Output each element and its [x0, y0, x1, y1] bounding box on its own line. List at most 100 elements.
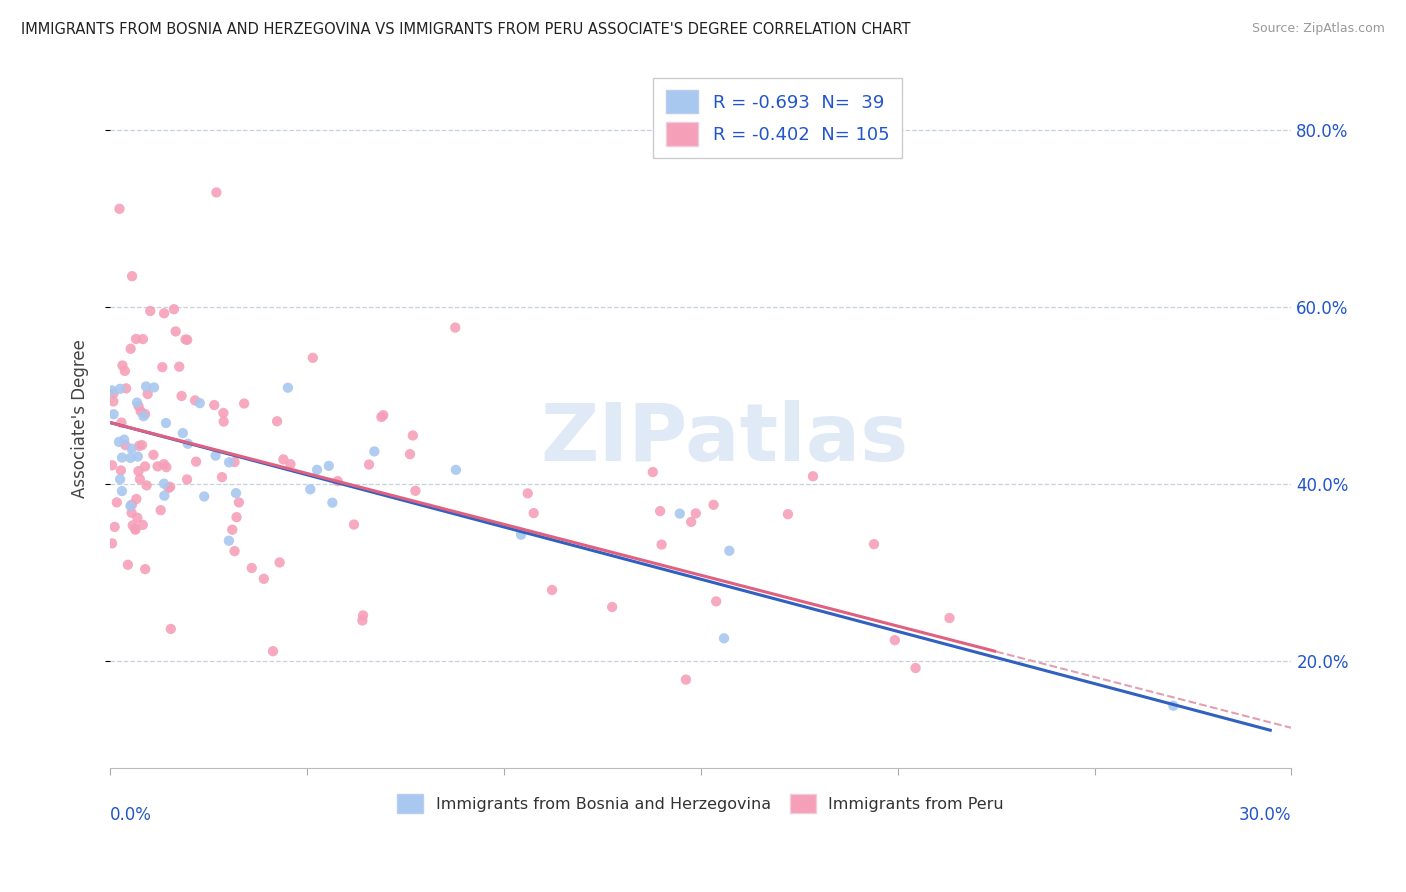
Point: [801, 469, 824, 483]
Point: [648, 504, 671, 518]
Point: [128, 439, 150, 453]
Point: [266, 414, 288, 428]
Point: [305, 463, 328, 477]
Point: [111, 359, 134, 373]
Point: [159, 622, 181, 636]
Point: [277, 381, 299, 395]
Point: [121, 442, 143, 456]
Point: [204, 449, 226, 463]
Point: [111, 484, 134, 499]
Point: [121, 518, 143, 533]
Point: [299, 483, 322, 497]
Point: [153, 489, 176, 503]
Point: [112, 433, 135, 447]
Point: [681, 515, 703, 529]
Point: [105, 495, 128, 509]
Point: [541, 582, 564, 597]
Point: [651, 538, 673, 552]
Point: [124, 522, 146, 536]
Point: [149, 503, 172, 517]
Point: [516, 486, 538, 500]
Point: [211, 470, 233, 484]
Point: [174, 333, 197, 347]
Point: [357, 458, 380, 472]
Point: [142, 448, 165, 462]
Point: [125, 332, 148, 346]
Point: [233, 396, 256, 410]
Text: 0.0%: 0.0%: [110, 806, 152, 824]
Point: [108, 382, 131, 396]
Point: [121, 506, 143, 520]
Point: [129, 404, 152, 418]
Point: [108, 202, 131, 216]
Point: [125, 395, 148, 409]
Point: [177, 436, 200, 450]
Point: [135, 478, 157, 492]
Point: [120, 342, 142, 356]
Point: [904, 661, 927, 675]
Point: [363, 444, 385, 458]
Point: [224, 455, 246, 469]
Point: [702, 498, 724, 512]
Point: [103, 386, 125, 401]
Point: [135, 379, 157, 393]
Point: [121, 269, 143, 284]
Point: [159, 480, 181, 494]
Point: [326, 474, 349, 488]
Point: [863, 537, 886, 551]
Point: [883, 633, 905, 648]
Point: [127, 510, 149, 524]
Point: [167, 359, 190, 374]
Point: [136, 387, 159, 401]
Point: [188, 396, 211, 410]
Point: [321, 496, 343, 510]
Point: [176, 333, 198, 347]
Point: [675, 673, 697, 687]
Point: [253, 572, 276, 586]
Point: [110, 463, 132, 477]
Point: [128, 464, 150, 478]
Point: [301, 351, 323, 365]
Point: [202, 398, 225, 412]
Point: [114, 364, 136, 378]
Point: [163, 302, 186, 317]
Point: [1163, 698, 1185, 713]
Point: [176, 472, 198, 486]
Point: [399, 447, 422, 461]
Point: [205, 186, 228, 200]
Point: [101, 458, 124, 473]
Point: [704, 594, 727, 608]
Point: [404, 483, 426, 498]
Point: [125, 491, 148, 506]
Point: [776, 507, 799, 521]
Point: [132, 517, 155, 532]
Point: [352, 608, 374, 623]
Point: [228, 495, 250, 509]
Point: [165, 325, 187, 339]
Point: [402, 428, 425, 442]
Text: 30.0%: 30.0%: [1239, 806, 1292, 824]
Point: [343, 517, 366, 532]
Point: [128, 399, 150, 413]
Point: [523, 506, 546, 520]
Point: [225, 510, 247, 524]
Point: [240, 561, 263, 575]
Point: [139, 304, 162, 318]
Point: [153, 306, 176, 320]
Point: [108, 472, 131, 486]
Point: [155, 460, 177, 475]
Point: [224, 544, 246, 558]
Point: [225, 486, 247, 500]
Point: [685, 507, 707, 521]
Text: Source: ZipAtlas.com: Source: ZipAtlas.com: [1251, 22, 1385, 36]
Point: [132, 332, 155, 346]
Point: [101, 536, 124, 550]
Text: IMMIGRANTS FROM BOSNIA AND HERZEGOVINA VS IMMIGRANTS FROM PERU ASSOCIATE'S DEGRE: IMMIGRANTS FROM BOSNIA AND HERZEGOVINA V…: [21, 22, 911, 37]
Point: [110, 416, 132, 430]
Point: [221, 523, 243, 537]
Point: [134, 562, 156, 576]
Point: [713, 632, 735, 646]
Point: [155, 416, 177, 430]
Point: [444, 320, 467, 334]
Point: [218, 455, 240, 469]
